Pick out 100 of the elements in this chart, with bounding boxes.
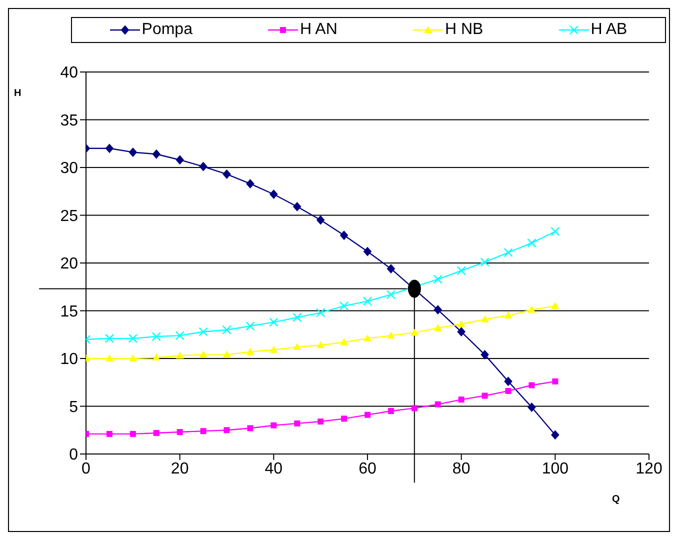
- point: [247, 425, 254, 432]
- point: [316, 341, 325, 348]
- point: [175, 330, 184, 340]
- point: [362, 296, 372, 306]
- point: [200, 428, 206, 434]
- point: [411, 405, 418, 412]
- point: [176, 429, 183, 436]
- point: [550, 226, 560, 236]
- x-tick-label: 100: [542, 460, 569, 478]
- point: [458, 396, 464, 403]
- point: [505, 388, 512, 394]
- x-tick-label: 60: [358, 460, 376, 478]
- point: [341, 416, 348, 422]
- point: [456, 266, 466, 276]
- point: [528, 306, 536, 313]
- point: [153, 430, 160, 436]
- point: [340, 338, 348, 346]
- point: [457, 327, 466, 336]
- point: [482, 392, 488, 399]
- point: [292, 312, 302, 322]
- point: [104, 334, 114, 344]
- point: [246, 348, 254, 355]
- point: [364, 412, 370, 418]
- point: [198, 327, 208, 336]
- point: [270, 346, 278, 353]
- y-tick-label: 15: [60, 303, 78, 320]
- point: [269, 318, 278, 327]
- point: [434, 401, 441, 408]
- point: [199, 350, 208, 358]
- point: [527, 238, 536, 248]
- x-tick-label: 20: [170, 460, 189, 478]
- point: [552, 378, 558, 384]
- y-axis-title: H: [14, 88, 22, 99]
- point: [388, 408, 394, 414]
- point: [504, 248, 513, 258]
- point: [386, 290, 396, 300]
- point: [222, 170, 231, 179]
- x-tick-label: 120: [636, 460, 662, 478]
- x-tick-label: 40: [264, 460, 283, 478]
- point: [386, 264, 395, 274]
- y-tick-label: 25: [60, 208, 78, 225]
- point: [434, 324, 442, 331]
- point: [364, 247, 372, 256]
- point: [106, 430, 112, 437]
- legend-label: H AN: [300, 21, 338, 39]
- point: [504, 312, 512, 319]
- point: [386, 332, 395, 339]
- x-tick-label: 0: [82, 460, 91, 478]
- point: [128, 148, 137, 157]
- point: [551, 430, 560, 440]
- point: [130, 430, 136, 437]
- point: [105, 144, 114, 153]
- point: [224, 427, 230, 434]
- y-tick-label: 0: [69, 446, 78, 464]
- point: [246, 321, 255, 331]
- point: [176, 352, 184, 359]
- legend-label: H NB: [444, 21, 484, 39]
- point: [293, 343, 302, 350]
- point: [316, 216, 325, 225]
- point: [316, 308, 326, 318]
- point: [340, 230, 348, 240]
- point: [433, 274, 442, 284]
- point: [222, 325, 232, 334]
- y-tick-label: 40: [60, 64, 78, 82]
- x-tick-label: 80: [452, 460, 470, 478]
- y-tick-label: 5: [69, 398, 78, 416]
- point: [339, 301, 349, 311]
- y-tick-label: 30: [60, 160, 78, 178]
- y-tick-label: 35: [60, 112, 78, 130]
- point: [434, 305, 442, 314]
- point: [176, 155, 184, 164]
- point: [364, 334, 372, 342]
- point: [528, 382, 535, 388]
- point: [408, 280, 421, 298]
- point: [294, 420, 300, 426]
- point: [199, 162, 208, 172]
- point: [270, 190, 278, 199]
- point: [246, 179, 254, 188]
- point: [152, 150, 160, 159]
- x-axis-title: Q: [612, 494, 620, 505]
- legend-label: H AB: [590, 21, 628, 39]
- legend-label: Pompa: [142, 21, 192, 39]
- point: [152, 354, 160, 361]
- point: [528, 402, 536, 412]
- point: [152, 332, 161, 342]
- point: [410, 328, 418, 336]
- point: [105, 354, 114, 362]
- point: [293, 202, 302, 212]
- point: [480, 350, 489, 360]
- point: [128, 354, 137, 362]
- point: [222, 350, 231, 358]
- y-tick-label: 20: [60, 256, 78, 273]
- point: [318, 418, 324, 425]
- point: [551, 302, 560, 309]
- point: [480, 315, 489, 322]
- point: [128, 334, 138, 344]
- y-tick-label: 10: [60, 351, 78, 368]
- point: [457, 320, 466, 328]
- point: [504, 376, 512, 386]
- point: [270, 422, 277, 428]
